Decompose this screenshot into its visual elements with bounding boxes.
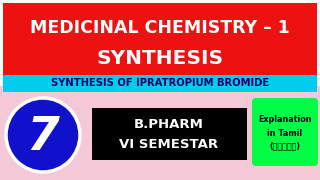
Text: MEDICINAL CHEMISTRY – 1: MEDICINAL CHEMISTRY – 1 bbox=[30, 19, 290, 37]
FancyBboxPatch shape bbox=[0, 86, 320, 180]
FancyBboxPatch shape bbox=[252, 98, 318, 166]
FancyBboxPatch shape bbox=[92, 108, 247, 160]
Text: (தமிழ்): (தமிழ்) bbox=[269, 141, 300, 150]
Text: SYNTHESIS: SYNTHESIS bbox=[96, 48, 224, 68]
Text: VI SEMESTAR: VI SEMESTAR bbox=[119, 138, 219, 152]
FancyBboxPatch shape bbox=[3, 75, 317, 92]
FancyBboxPatch shape bbox=[3, 3, 317, 86]
Text: Explanation: Explanation bbox=[258, 116, 312, 125]
Text: SYNTHESIS OF IPRATROPIUM BROMIDE: SYNTHESIS OF IPRATROPIUM BROMIDE bbox=[51, 78, 269, 89]
Text: in Tamil: in Tamil bbox=[268, 129, 303, 138]
Text: 7: 7 bbox=[27, 116, 60, 161]
Circle shape bbox=[6, 98, 80, 172]
Text: B.PHARM: B.PHARM bbox=[134, 118, 204, 132]
FancyBboxPatch shape bbox=[0, 0, 320, 4]
